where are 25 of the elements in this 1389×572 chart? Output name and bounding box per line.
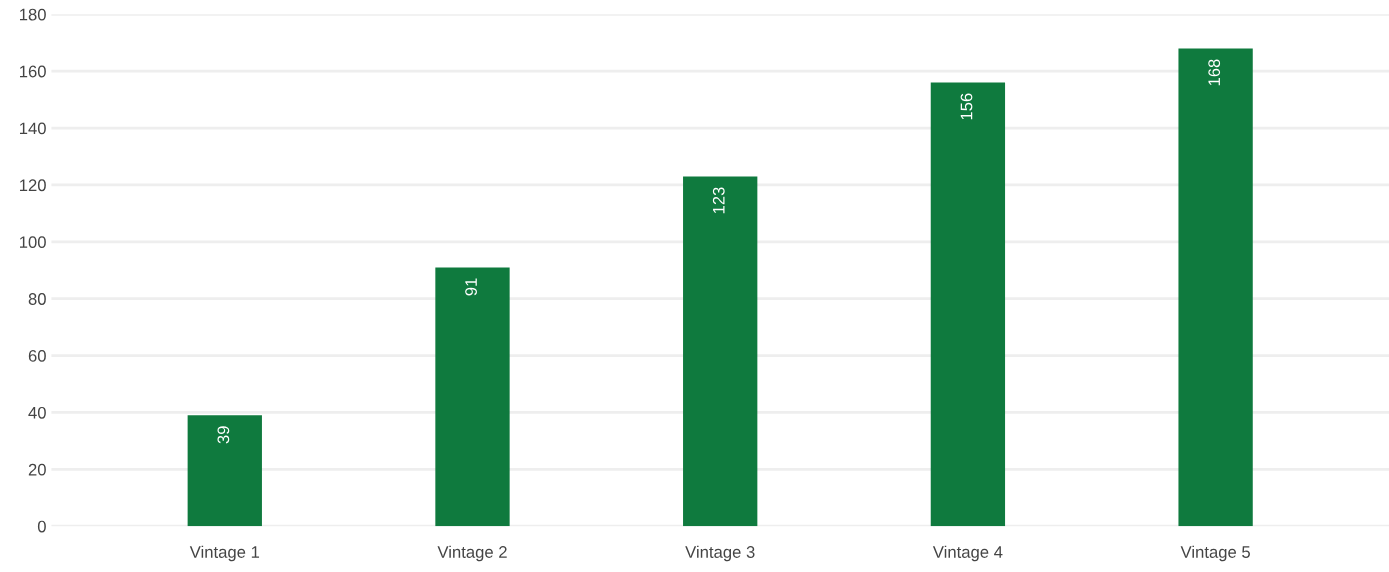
x-tick-label: Vintage 5 [1180,545,1250,562]
data-label: 91 [465,278,477,296]
data-label: 39 [217,426,230,444]
data-label: 168 [1208,59,1221,86]
x-tick-label: Vintage 1 [189,545,260,562]
data-label: 156 [960,93,973,120]
y-tick-label: 20 [28,463,46,476]
bar [1178,48,1253,527]
bar [187,415,262,527]
y-tick-label: 160 [20,65,46,78]
y-tick-label: 100 [20,236,46,249]
y-tick-label: 120 [20,179,46,192]
bar [435,267,510,527]
y-tick-label: 0 [37,520,46,533]
bar [930,82,1006,527]
x-tick-label: Vintage 4 [932,545,1003,562]
y-tick-label: 140 [20,122,46,135]
x-tick-label: Vintage 3 [685,545,755,562]
y-tick-label: 60 [28,349,46,362]
data-label: 123 [712,187,725,214]
y-tick-label: 180 [20,8,46,21]
bar [683,176,758,527]
y-tick-label: 80 [28,293,46,305]
y-tick-label: 40 [28,406,46,419]
x-tick-label: Vintage 2 [437,545,507,562]
